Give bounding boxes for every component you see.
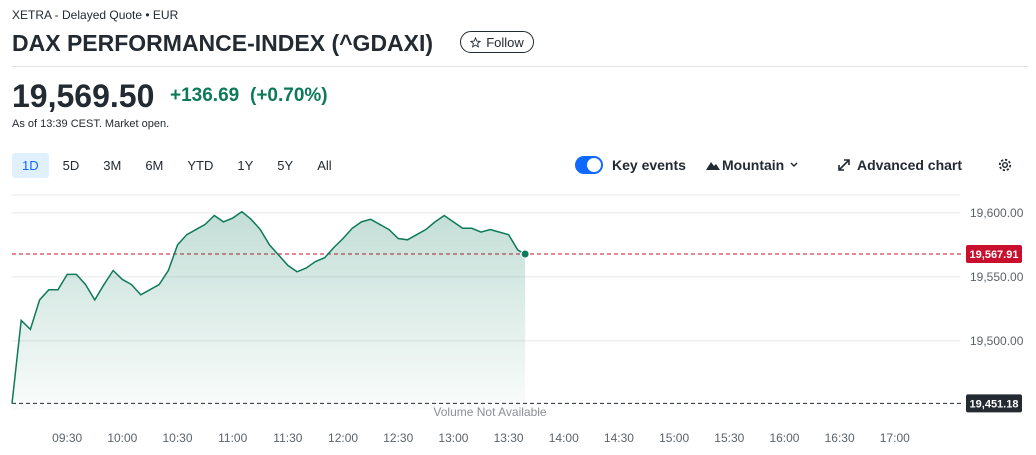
range-tab[interactable]: All [317,158,332,173]
range-tab[interactable]: 3M [103,158,122,173]
chevron [790,162,798,168]
advanced-chart[interactable]: Advanced chart [857,157,963,173]
mountain-icon [706,162,720,170]
last-point [520,249,530,259]
annotation: Volume Not Available [433,405,547,419]
key-events[interactable]: Key events [612,157,686,173]
x-tick-label: 12:00 [328,431,358,445]
y-tick-label: 19,550.00 [970,270,1024,284]
price-line [11,210,526,404]
price-tag [966,244,1022,263]
divider [12,66,1028,67]
follow-label: Follow [486,34,524,50]
x-tick-label: 16:30 [825,431,855,445]
x-tick-label: 17:00 [880,431,910,445]
price-tag-label: 19,567.91 [970,249,1019,261]
x-tick-label: 11:00 [218,431,247,445]
title: DAX PERFORMANCE-INDEX (^GDAXI) [12,30,434,56]
x-tick-label: 16:00 [769,431,799,445]
range-tab[interactable]: 5D [62,158,80,173]
toggle[interactable] [575,156,603,174]
as-of: As of 13:39 CEST. Market open. [12,118,170,130]
area-fill [12,211,526,410]
exchange: XETRA - Delayed Quote • EUR [12,8,179,22]
x-tick-label: 15:00 [659,431,689,445]
price-tag [966,394,1022,413]
settings-icon[interactable] [998,158,1012,172]
x-tick-label: 09:30 [52,431,82,445]
price-tag-label: 19,451.18 [970,398,1019,410]
x-tick-label: 14:00 [549,431,579,445]
range-tab[interactable]: 1D [12,153,49,178]
expand-icon [838,159,850,171]
star-icon [470,36,482,48]
x-tick-label: 15:30 [714,431,744,445]
x-tick-label: 13:00 [438,431,468,445]
x-tick-label: 13:30 [494,431,524,445]
x-tick-label: 11:30 [273,431,302,445]
change: +136.69 [170,85,240,106]
y-tick-label: 19,600.00 [970,206,1024,220]
range-tabs: 1D 5D 3M 6M YTD 1Y 5Y All [12,153,346,178]
y-tick-label: 19,500.00 [970,334,1024,348]
range-tab[interactable]: 1Y [237,158,254,173]
x-tick-label: 10:00 [107,431,137,445]
price: 19,569.50 [12,78,155,114]
change-percent: (+0.70%) [250,85,328,106]
chart-style[interactable]: Mountain [722,157,785,173]
range-tab[interactable]: 6M [145,158,164,173]
range-tab[interactable]: 5Y [277,158,294,173]
range-tab[interactable]: YTD [187,158,214,173]
follow-button[interactable]: Follow [460,31,534,53]
x-tick-label: 12:30 [383,431,413,445]
toggle-knob [587,158,601,172]
x-tick-label: 14:30 [604,431,634,445]
x-tick-label: 10:30 [163,431,193,445]
